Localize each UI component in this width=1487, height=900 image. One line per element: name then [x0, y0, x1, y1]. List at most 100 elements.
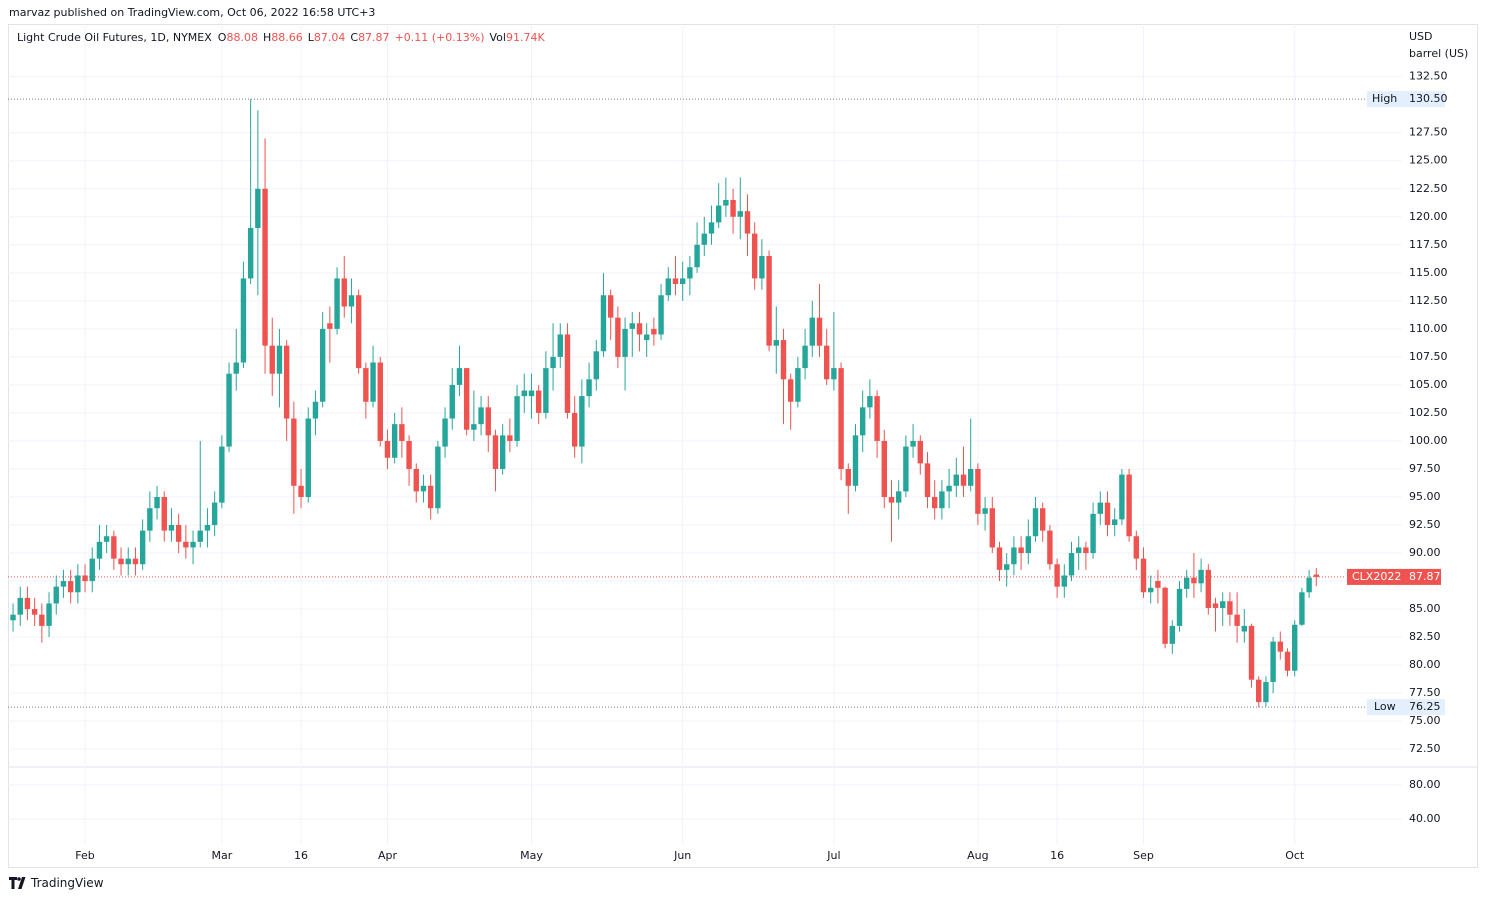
- candle-body: [1018, 547, 1024, 554]
- candle-body: [1097, 502, 1104, 514]
- candle-body: [24, 597, 31, 610]
- candle-body: [643, 334, 650, 341]
- candle-body: [492, 435, 499, 469]
- candle-body: [924, 463, 931, 497]
- candle-body: [46, 603, 52, 626]
- candle-body: [442, 418, 448, 447]
- grid: [8, 24, 1402, 845]
- y-tick-label: 107.50: [1409, 350, 1448, 363]
- candle-body: [276, 345, 283, 374]
- low-badge-label: Low: [1374, 700, 1396, 713]
- candle-body: [1227, 601, 1233, 615]
- candle-body: [147, 508, 153, 531]
- candle-body: [507, 435, 513, 441]
- candle-body: [1068, 553, 1075, 576]
- candle-body: [571, 412, 578, 447]
- candle-body: [931, 496, 938, 509]
- candle-body: [1277, 641, 1284, 652]
- candle-body: [1112, 519, 1118, 526]
- candle-body: [355, 295, 362, 369]
- candle-body: [881, 440, 887, 497]
- candle-body: [319, 328, 326, 402]
- candle-body: [75, 575, 81, 593]
- y-tick-label: 77.50: [1409, 686, 1441, 699]
- candle-body: [1248, 625, 1255, 680]
- candle-body: [1212, 603, 1219, 608]
- candle-body: [1104, 502, 1111, 526]
- candle-body: [1234, 614, 1240, 626]
- candle-body: [1126, 474, 1132, 537]
- candle-body: [1061, 575, 1068, 587]
- candle-body: [751, 233, 758, 279]
- candle-body: [204, 525, 211, 531]
- candle-body: [305, 418, 311, 497]
- footer[interactable]: TradingView: [9, 876, 104, 890]
- candle-body: [132, 558, 139, 565]
- candle-body: [125, 558, 131, 565]
- candle-body: [334, 278, 340, 329]
- candle-body: [96, 541, 103, 559]
- candle-body: [1270, 641, 1276, 682]
- candle-body: [1241, 625, 1248, 632]
- candle-body: [1299, 592, 1305, 625]
- candle-body: [1011, 547, 1017, 565]
- y-tick-label: 122.50: [1409, 182, 1448, 195]
- candle-body: [262, 188, 268, 346]
- candle-body: [1220, 601, 1226, 608]
- y-tick-label: 117.50: [1409, 238, 1448, 251]
- candle-body: [1039, 508, 1046, 531]
- candle-body: [247, 227, 254, 279]
- y-tick-label: 132.50: [1409, 70, 1448, 83]
- candle-body: [53, 586, 59, 604]
- candle-body: [82, 575, 88, 582]
- y-tick-label: 102.50: [1409, 406, 1448, 419]
- candle-body: [658, 295, 664, 335]
- high-badge: [1367, 91, 1445, 108]
- candle-body: [449, 384, 455, 419]
- high-badge-label: High: [1372, 92, 1397, 105]
- y-tick-label: 82.50: [1409, 630, 1441, 643]
- candle-body: [701, 233, 707, 245]
- candle-body: [759, 256, 765, 279]
- open-value: 88.08: [226, 31, 258, 44]
- x-tick-label: Feb: [75, 849, 94, 862]
- candle-body: [1090, 513, 1096, 554]
- candle-body: [1148, 587, 1154, 593]
- candle-body: [406, 440, 412, 469]
- candle-body: [744, 211, 751, 234]
- brand-name: TradingView: [31, 876, 104, 890]
- candle-body: [773, 340, 779, 346]
- candle-body: [226, 373, 232, 447]
- candle-body: [903, 446, 909, 492]
- close-prefix: C: [350, 31, 359, 44]
- x-tick-label: Oct: [1285, 849, 1305, 862]
- candle-body: [723, 199, 729, 206]
- candle-body: [341, 278, 347, 307]
- candle-body: [586, 379, 592, 397]
- candle-body: [348, 295, 355, 307]
- candle-body: [989, 508, 995, 548]
- candle-body: [852, 435, 859, 486]
- x-tick-label: Mar: [211, 849, 232, 862]
- candle-body: [910, 440, 916, 447]
- candle-body: [939, 491, 945, 509]
- low-badge: [1367, 699, 1445, 716]
- candle-body: [543, 368, 549, 413]
- candle-body: [118, 558, 124, 565]
- candle-body: [60, 581, 67, 587]
- candle-body: [478, 407, 484, 425]
- candle-body: [1191, 577, 1197, 584]
- candle-body: [233, 362, 239, 374]
- candle-body: [1292, 624, 1298, 671]
- candle-body: [67, 581, 74, 593]
- candle-body: [161, 496, 167, 531]
- candle-body: [737, 211, 743, 217]
- candle-body: [1047, 530, 1053, 565]
- candle-body: [802, 345, 808, 369]
- candle-body: [327, 323, 333, 329]
- candles: [10, 99, 1320, 708]
- close-value: 87.87: [358, 31, 390, 44]
- candle-body: [809, 317, 815, 346]
- y-tick-label: 115.00: [1409, 266, 1448, 279]
